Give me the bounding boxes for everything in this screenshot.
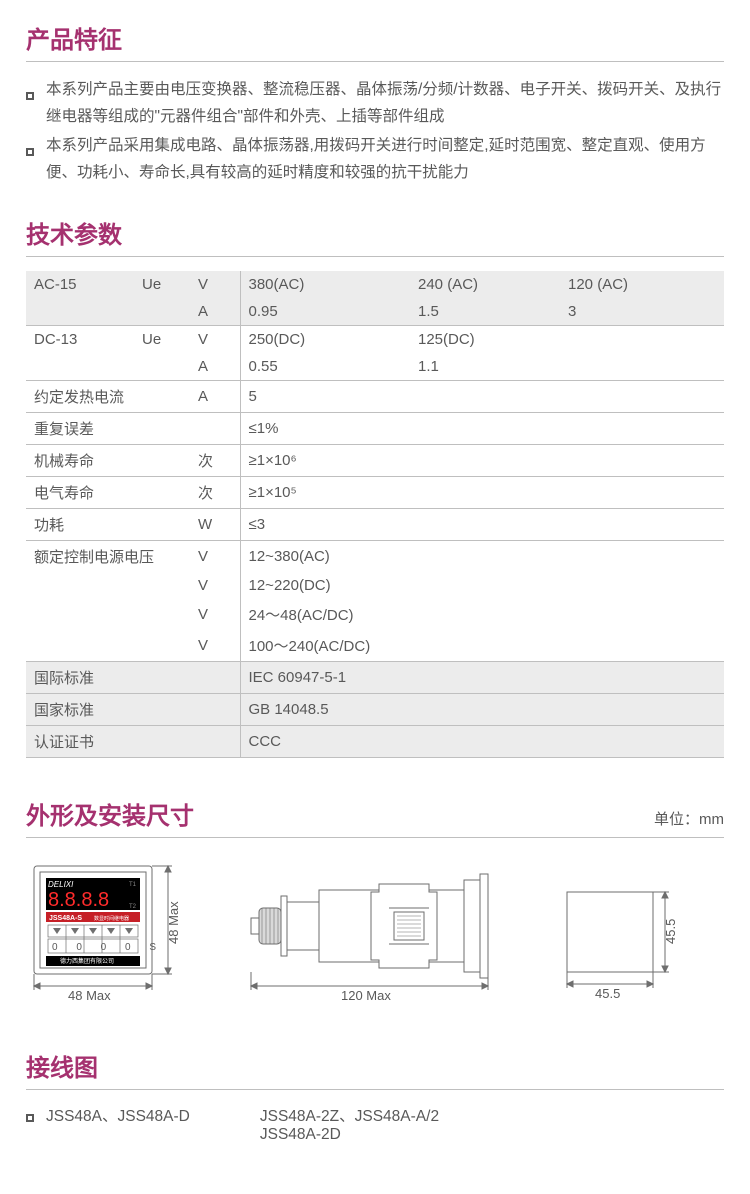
feature-text: 本系列产品采用集成电路、晶体振荡器,用拨码开关进行时间整定,延时范围宽、整定直观…: [46, 132, 724, 186]
dimensions-heading-row: 外形及安装尺寸 单位：mm: [26, 796, 724, 838]
cell: 3: [560, 298, 724, 326]
cell: A: [190, 298, 240, 326]
front-view-diagram: DELIXI 8.8.8.8 T1 T2 JSS48A-S 数显时间继电器 0 …: [26, 862, 201, 1002]
cell: ≥1×10⁵: [240, 476, 724, 508]
cutout-width: 45.5: [595, 986, 620, 1001]
width-label: 48 Max: [68, 988, 111, 1002]
cell: 次: [190, 444, 240, 476]
dimension-diagrams: DELIXI 8.8.8.8 T1 T2 JSS48A-S 数显时间继电器 0 …: [26, 862, 724, 1002]
cell: ≥1×10⁶: [240, 444, 724, 476]
cell: 认证证书: [26, 725, 190, 757]
cell: 0.95: [240, 298, 410, 326]
cutout-height: 45.5: [663, 918, 678, 943]
cell: V: [190, 572, 240, 599]
digit-display: 8.8.8.8: [48, 889, 109, 911]
model-suffix: 数显时间继电器: [94, 915, 129, 922]
side-view-diagram: 120 Max: [229, 872, 519, 1002]
height-label: 48 Max: [166, 900, 181, 943]
cell: 5: [240, 380, 724, 412]
bullet-square-icon: [26, 132, 40, 186]
cell: 约定发热电流: [26, 380, 190, 412]
cell: AC-15: [26, 271, 134, 298]
cell: ≤3: [240, 508, 724, 540]
length-label: 120 Max: [341, 988, 391, 1002]
cell: 次: [190, 476, 240, 508]
model-label: JSS48A-S: [49, 915, 82, 922]
cell: IEC 60947-5-1: [240, 661, 724, 693]
cell: ≤1%: [240, 412, 724, 444]
cell: 250(DC): [240, 325, 410, 353]
t2-label: T2: [129, 904, 137, 910]
cell: 100～240(AC/DC): [240, 630, 724, 662]
cell: 125(DC): [410, 325, 560, 353]
specs-table: AC-15 Ue V 380(AC) 240 (AC) 120 (AC) A 0…: [26, 271, 724, 758]
cell: CCC: [240, 725, 724, 757]
cell: V: [190, 599, 240, 630]
wiring-model-list: JSS48A、JSS48A-D JSS48A-2Z、JSS48A-A/2 JSS…: [26, 1104, 724, 1144]
cell: 240 (AC): [410, 271, 560, 298]
wiring-text: JSS48A-2D: [260, 1126, 439, 1144]
cell: GB 14048.5: [240, 693, 724, 725]
feature-text: 本系列产品主要由电压变换器、整流稳压器、晶体振荡/分频/计数器、电子开关、拨码开…: [46, 76, 724, 130]
cell: V: [190, 271, 240, 298]
dimensions-unit: 单位：mm: [654, 808, 724, 829]
cell: Ue: [134, 325, 190, 353]
cell: Ue: [134, 271, 190, 298]
cell: 机械寿命: [26, 444, 190, 476]
cell: 380(AC): [240, 271, 410, 298]
cell: 国际标准: [26, 661, 190, 693]
cell: 额定控制电源电压: [26, 540, 190, 572]
cell: W: [190, 508, 240, 540]
cell: 120 (AC): [560, 271, 724, 298]
company-label: 德力西集团有限公司: [60, 957, 114, 965]
cell: DC-13: [26, 325, 134, 353]
brand-label: DELIXI: [48, 880, 74, 889]
wiring-text: JSS48A、JSS48A-D: [46, 1104, 190, 1144]
cell: 重复误差: [26, 412, 190, 444]
cell: 1.1: [410, 353, 560, 381]
cell: 24～48(AC/DC): [240, 599, 724, 630]
cell: 0.55: [240, 353, 410, 381]
cell: 12~380(AC): [240, 540, 724, 572]
wiring-item: JSS48A-2Z、JSS48A-A/2 JSS48A-2D: [260, 1104, 439, 1144]
cell: 12~220(DC): [240, 572, 724, 599]
cell: V: [190, 325, 240, 353]
t1-label: T1: [129, 882, 137, 888]
specs-heading: 技术参数: [26, 215, 724, 257]
feature-item: 本系列产品采用集成电路、晶体振荡器,用拨码开关进行时间整定,延时范围宽、整定直观…: [26, 132, 724, 186]
cell: 电气寿命: [26, 476, 190, 508]
bullet-square-icon: [26, 76, 40, 130]
cell: A: [190, 353, 240, 381]
wiring-text: JSS48A-2Z、JSS48A-A/2: [260, 1104, 439, 1126]
dimensions-heading: 外形及安装尺寸: [26, 796, 194, 831]
features-list: 本系列产品主要由电压变换器、整流稳压器、晶体振荡/分频/计数器、电子开关、拨码开…: [26, 76, 724, 187]
thumbwheel-digits: 0 0 0 0 S: [52, 942, 164, 953]
panel-cutout-diagram: 45.5 45.5: [547, 882, 697, 1002]
cell: 国家标准: [26, 693, 190, 725]
cell: 功耗: [26, 508, 190, 540]
cell: V: [190, 540, 240, 572]
feature-item: 本系列产品主要由电压变换器、整流稳压器、晶体振荡/分频/计数器、电子开关、拨码开…: [26, 76, 724, 130]
features-heading: 产品特征: [26, 20, 724, 62]
wiring-heading: 接线图: [26, 1048, 724, 1090]
wiring-item: JSS48A、JSS48A-D: [26, 1104, 190, 1144]
cell: V: [190, 630, 240, 662]
cell: A: [190, 380, 240, 412]
cell: 1.5: [410, 298, 560, 326]
bullet-square-icon: [26, 1104, 40, 1144]
